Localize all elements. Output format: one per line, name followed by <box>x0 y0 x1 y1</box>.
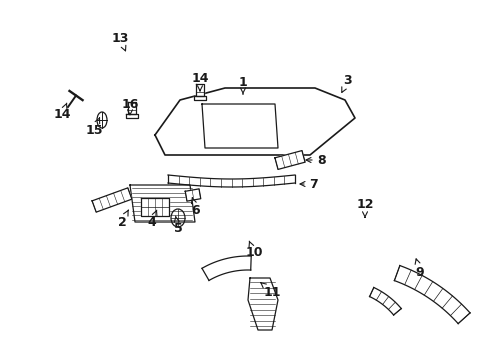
Polygon shape <box>194 96 205 100</box>
Polygon shape <box>394 266 469 324</box>
Text: 10: 10 <box>245 241 262 260</box>
Polygon shape <box>202 256 251 280</box>
Text: 3: 3 <box>341 73 351 93</box>
Ellipse shape <box>97 112 107 128</box>
Polygon shape <box>274 150 305 170</box>
Text: 15: 15 <box>85 118 102 136</box>
Polygon shape <box>128 102 136 114</box>
Text: 9: 9 <box>414 259 424 279</box>
Text: 2: 2 <box>118 210 128 229</box>
Polygon shape <box>185 189 201 201</box>
Text: 11: 11 <box>260 283 280 298</box>
Text: 5: 5 <box>173 216 182 234</box>
Text: 4: 4 <box>147 210 157 229</box>
Text: 7: 7 <box>300 177 318 190</box>
Polygon shape <box>141 198 169 216</box>
Text: 6: 6 <box>191 198 200 216</box>
Polygon shape <box>202 104 278 148</box>
Polygon shape <box>92 188 132 212</box>
Text: 12: 12 <box>356 198 373 217</box>
Text: 13: 13 <box>111 31 128 51</box>
Polygon shape <box>126 114 138 118</box>
Polygon shape <box>168 175 294 187</box>
Polygon shape <box>369 288 401 315</box>
Text: 14: 14 <box>53 103 71 122</box>
Text: 8: 8 <box>305 153 325 166</box>
Text: 14: 14 <box>191 72 208 91</box>
Polygon shape <box>130 185 195 222</box>
Polygon shape <box>196 84 203 96</box>
Text: 1: 1 <box>238 76 247 94</box>
Polygon shape <box>247 278 278 330</box>
Polygon shape <box>155 88 354 155</box>
Text: 16: 16 <box>121 98 139 115</box>
